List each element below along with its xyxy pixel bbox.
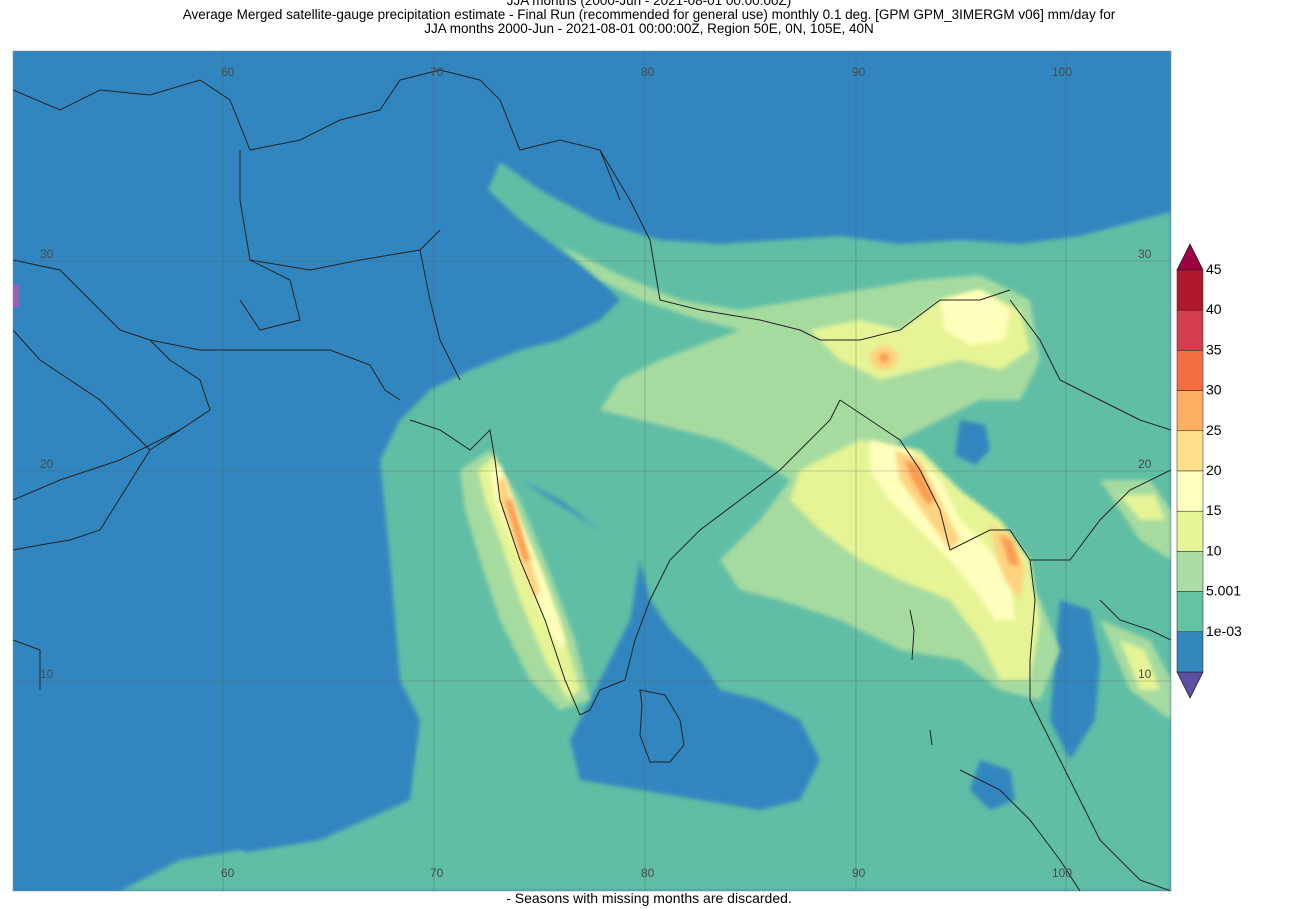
colorbar-label: 5.001 — [1206, 583, 1241, 599]
lon-label-top-60: 60 — [221, 65, 235, 79]
colorbar-cell — [1176, 390, 1204, 432]
colorbar-cell — [1176, 631, 1204, 673]
lat-label-left-30: 30 — [40, 247, 54, 261]
title-line-1: JJA months (2000-Jun - 2021-08-01 00:00:… — [506, 0, 792, 8]
colorbar: 45 40 35 30 25 20 15 10 5.001 1e-03 — [1176, 243, 1242, 699]
graticule — [13, 51, 1171, 891]
title-line-3: JJA months 2000-Jun - 2021-08-01 00:00:0… — [424, 21, 874, 36]
footnote: - Seasons with missing months are discar… — [506, 890, 792, 906]
graticule-labels: 60 70 80 90 100 60 70 80 90 100 30 20 10… — [40, 65, 1152, 880]
colorbar-label: 10 — [1206, 542, 1222, 558]
lon-label-top-70: 70 — [430, 65, 444, 79]
lat-label-left-10: 10 — [40, 667, 54, 681]
colorbar-label: 45 — [1206, 261, 1222, 277]
lon-label-bottom-80: 80 — [641, 866, 655, 880]
lat-label-right-10: 10 — [1138, 667, 1152, 681]
lat-label-right-20: 20 — [1138, 457, 1152, 471]
colorbar-label: 35 — [1206, 341, 1222, 357]
dry-ocean-pockets — [520, 420, 1100, 810]
colorbar-cell — [1176, 309, 1204, 351]
title-line-2: Average Merged satellite-gauge precipita… — [182, 7, 1116, 22]
colorbar-cell — [1176, 551, 1204, 592]
colorbar-cell — [1176, 470, 1204, 512]
lon-label-bottom-90: 90 — [852, 866, 866, 880]
lon-label-top-80: 80 — [641, 65, 655, 79]
lon-label-bottom-70: 70 — [430, 866, 444, 880]
map-title: JJA months (2000-Jun - 2021-08-01 00:00:… — [0, 0, 1298, 36]
colorbar-under-triangle — [1176, 671, 1204, 699]
coastlines-borders — [13, 69, 1171, 891]
lon-label-bottom-100: 100 — [1052, 866, 1072, 880]
colorbar-label: 30 — [1206, 382, 1222, 398]
precipitation-field: 60 70 80 90 100 60 70 80 90 100 30 20 10… — [13, 51, 1171, 891]
lat-label-right-30: 30 — [1138, 247, 1152, 261]
colorbar-cell — [1176, 430, 1204, 472]
colorbar-label: 15 — [1206, 502, 1222, 518]
colorbar-label: 25 — [1206, 422, 1222, 438]
colorbar-label: 1e-03 — [1206, 623, 1242, 639]
colorbar-cell — [1176, 269, 1204, 311]
lon-label-top-90: 90 — [852, 65, 866, 79]
arabian-speck — [13, 285, 19, 307]
map-frame — [12, 50, 1172, 892]
lon-label-bottom-60: 60 — [221, 866, 235, 880]
colorbar-label: 20 — [1206, 462, 1222, 478]
lon-label-top-100: 100 — [1052, 65, 1072, 79]
colorbar-over-triangle — [1176, 243, 1204, 271]
lat-label-left-20: 20 — [40, 457, 54, 471]
colorbar-cell — [1176, 591, 1204, 633]
colorbar-labels: 45 40 35 30 25 20 15 10 5.001 1e-03 — [1206, 261, 1242, 639]
colorbar-cell — [1176, 510, 1204, 552]
colorbar-cell — [1176, 350, 1204, 391]
colorbar-cells — [1176, 269, 1204, 673]
colorbar-label: 40 — [1206, 301, 1222, 317]
